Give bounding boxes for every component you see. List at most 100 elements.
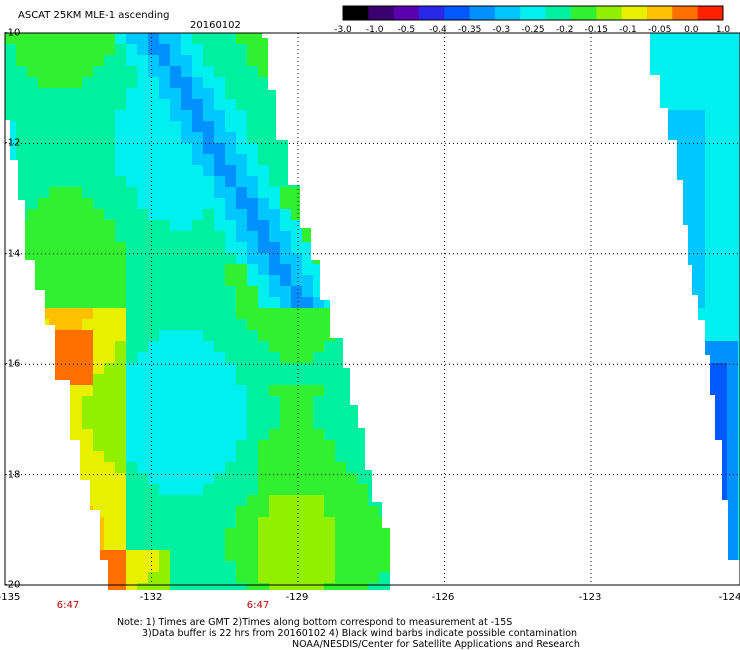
- swath-cell: [71, 187, 83, 199]
- swath-cell: [137, 275, 149, 287]
- swath-cell: [148, 550, 160, 562]
- swath-cell: [379, 583, 390, 590]
- swath-cell: [302, 154, 314, 166]
- swath-cell: [650, 275, 662, 287]
- swath-cell: [672, 462, 684, 474]
- swath-cell: [49, 264, 61, 276]
- swath-cell: [49, 55, 61, 67]
- swath-cell: [313, 143, 325, 155]
- swath-cell: [716, 33, 728, 45]
- x-tick-label: -135: [0, 592, 21, 603]
- swath-cell: [280, 473, 292, 485]
- swath-cell: [115, 264, 127, 276]
- swath-cell: [650, 484, 662, 496]
- swath-cell: [379, 451, 390, 463]
- swath-cell: [236, 308, 248, 320]
- swath-cell: [137, 187, 149, 199]
- swath-cell: [38, 88, 50, 100]
- swath-cell: [203, 429, 215, 441]
- swath-cell: [60, 165, 72, 177]
- swath-cell: [247, 286, 259, 298]
- swath-cell: [148, 440, 160, 452]
- swath-cell: [324, 209, 336, 221]
- swath-cell: [346, 462, 358, 474]
- swath-cell: [5, 297, 17, 309]
- swath-cell: [661, 66, 673, 78]
- swath-cell: [192, 176, 204, 188]
- swath-cell: [5, 66, 17, 78]
- swath-cell: [16, 319, 28, 331]
- swath-cell: [225, 187, 237, 199]
- swath-cell: [236, 583, 248, 590]
- swath-cell: [661, 231, 673, 243]
- swath-cell: [302, 242, 314, 254]
- swath-cell: [5, 220, 17, 232]
- swath-cell: [694, 495, 706, 507]
- colorbar-label: -0.05: [648, 25, 672, 35]
- swath-cell: [694, 242, 706, 254]
- swath-cell: [203, 451, 215, 463]
- swath-cell: [683, 154, 695, 166]
- swath-cell: [390, 418, 402, 430]
- swath-cell: [661, 528, 673, 540]
- swath-cell: [38, 66, 50, 78]
- swath-cell: [115, 561, 127, 573]
- swath-cell: [390, 407, 402, 419]
- swath-cell: [650, 253, 662, 265]
- swath-cell: [661, 121, 673, 133]
- swath-cell: [247, 77, 259, 89]
- swath-cell: [27, 132, 39, 144]
- swath-cell: [170, 484, 182, 496]
- swath-cell: [170, 506, 182, 518]
- swath-cell: [302, 363, 314, 375]
- swath-cell: [661, 209, 673, 221]
- swath-cell: [126, 187, 138, 199]
- swath-cell: [181, 528, 193, 540]
- swath-cell: [324, 187, 336, 199]
- swath-cell: [93, 143, 105, 155]
- swath-cell: [203, 319, 215, 331]
- swath-cell: [716, 418, 728, 430]
- swath-cell: [93, 407, 105, 419]
- swath-cell: [104, 231, 116, 243]
- swath-cell: [258, 517, 270, 529]
- swath-cell: [159, 187, 171, 199]
- swath-cell: [82, 506, 94, 518]
- swath-cell: [390, 253, 402, 265]
- swath-cell: [324, 242, 336, 254]
- swath-cell: [181, 242, 193, 254]
- swath-cell: [672, 154, 684, 166]
- swath-cell: [258, 363, 270, 375]
- swath-cell: [346, 517, 358, 529]
- swath-cell: [335, 154, 347, 166]
- swath-cell: [313, 385, 325, 397]
- swath-cell: [683, 385, 695, 397]
- swath-cell: [181, 121, 193, 133]
- swath-cell: [214, 572, 226, 584]
- swath-cell: [203, 242, 215, 254]
- swath-cell: [291, 517, 303, 529]
- swath-cell: [672, 198, 684, 210]
- swath-cell: [181, 473, 193, 485]
- swath-cell: [49, 473, 61, 485]
- swath-cell: [379, 165, 390, 177]
- swath-cell: [16, 88, 28, 100]
- swath-cell: [159, 176, 171, 188]
- swath-cell: [170, 374, 182, 386]
- swath-cell: [137, 176, 149, 188]
- swath-cell: [60, 374, 72, 386]
- swath-cell: [203, 121, 215, 133]
- swath-cell: [203, 110, 215, 122]
- swath-cell: [683, 198, 695, 210]
- swath-cell: [225, 484, 237, 496]
- swath-cell: [82, 308, 94, 320]
- swath-cell: [302, 440, 314, 452]
- swath-cell: [280, 55, 292, 67]
- swath-cell: [291, 462, 303, 474]
- swath-cell: [137, 341, 149, 353]
- colorbar-segment: [343, 6, 369, 20]
- swath-cell: [346, 231, 358, 243]
- swath-cell: [49, 385, 61, 397]
- swath-cell: [236, 517, 248, 529]
- swath-cell: [390, 341, 402, 353]
